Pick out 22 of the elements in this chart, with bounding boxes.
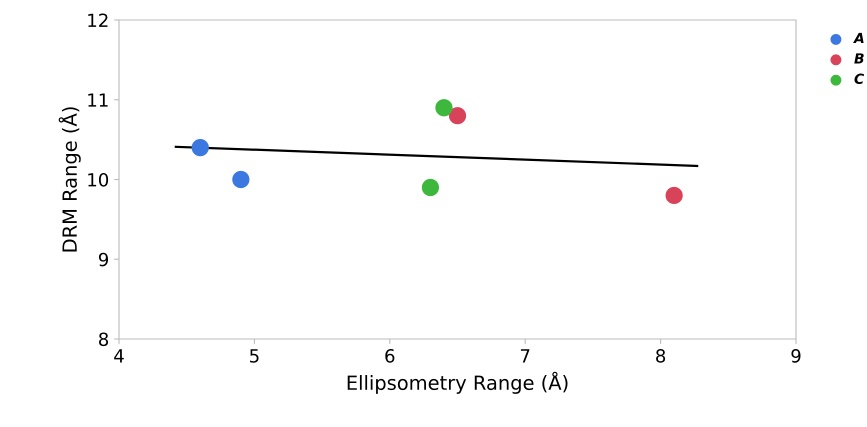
x-tick-label: 8 <box>656 349 666 363</box>
x-tick-label: 9 <box>791 349 800 363</box>
legend-label: C <box>854 74 864 84</box>
point <box>435 99 453 116</box>
x-axis-title: Ellipsometry Range (Å) <box>348 372 568 394</box>
legend-label: A <box>853 32 864 44</box>
y-axis-title: DRM Range (Å) <box>58 107 81 252</box>
point <box>422 178 440 196</box>
x-tick-label: 6 <box>385 349 394 363</box>
point <box>448 107 466 124</box>
point <box>232 170 250 188</box>
y-tick-label: 11 <box>88 93 108 107</box>
x-tick-label: 7 <box>520 349 530 362</box>
y-tick-label: 8 <box>99 332 108 346</box>
x-tick-label: 5 <box>250 349 259 363</box>
point <box>666 186 683 204</box>
legend-label: B <box>854 53 864 64</box>
point <box>192 138 209 156</box>
x-tick-label: 4 <box>114 349 124 362</box>
y-tick-label: 12 <box>88 13 108 27</box>
y-tick-label: 9 <box>98 252 108 266</box>
y-tick-label: 10 <box>88 172 108 187</box>
